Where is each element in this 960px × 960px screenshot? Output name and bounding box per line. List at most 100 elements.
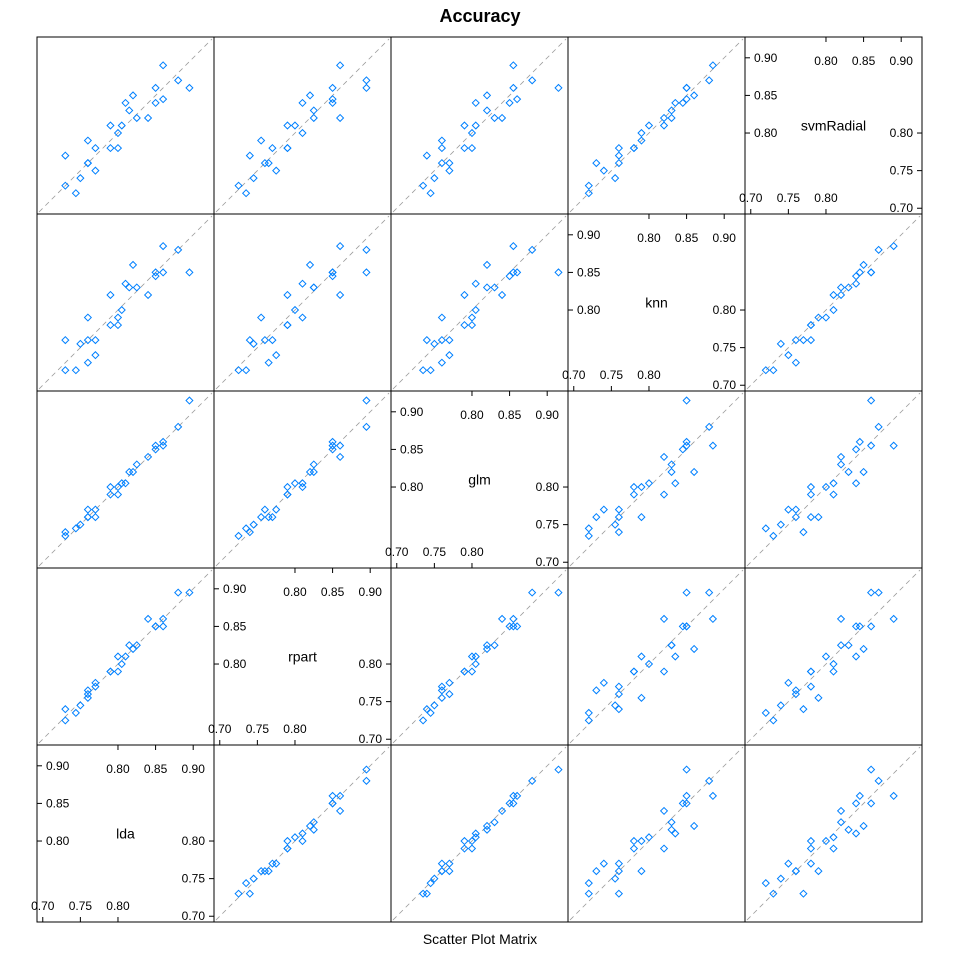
tick-label: 0.90: [713, 231, 737, 245]
data-point: [682, 588, 691, 597]
reference-line: [746, 569, 921, 744]
data-point: [61, 531, 70, 541]
data-point: [592, 513, 601, 522]
panel-rpart-vs-rpart: rpart 0.80 0.85 0.90 0.80 0.85 0.90 0.70 0.75 0.8…: [208, 567, 392, 746]
data-point: [867, 799, 876, 808]
data-point: [867, 622, 876, 631]
data-point: [482, 641, 492, 650]
reference-line: [215, 38, 390, 213]
data-point: [61, 336, 70, 345]
data-point: [113, 652, 123, 661]
panel-glm-vs-svmRadial: [390, 36, 569, 215]
data-point: [437, 686, 446, 695]
data-point: [644, 121, 654, 130]
panel-svmRadial-vs-knn: [744, 213, 923, 392]
data-point: [776, 520, 785, 529]
data-point: [799, 528, 808, 537]
data-point: [554, 83, 563, 92]
data-point: [298, 836, 307, 846]
tick-label: 0.75: [423, 545, 447, 559]
data-point: [599, 505, 608, 514]
data-point: [509, 791, 518, 800]
data-point: [671, 479, 680, 488]
data-point: [490, 283, 499, 292]
tick-label: 0.70: [385, 545, 409, 559]
data-point: [362, 83, 371, 92]
data-point: [791, 336, 800, 345]
tick-label: 0.80: [106, 899, 130, 913]
panel-border: [744, 744, 923, 923]
data-point: [426, 189, 435, 198]
data-point: [328, 98, 337, 108]
variable-label: svmRadial: [801, 118, 866, 134]
data-point: [836, 614, 846, 623]
data-point: [336, 113, 345, 123]
data-point: [336, 452, 345, 462]
data-point: [283, 320, 292, 330]
data-point: [362, 268, 371, 277]
data-point: [690, 467, 699, 477]
data-point: [791, 505, 800, 514]
data-point: [106, 320, 115, 330]
panel-rpart-vs-svmRadial: [213, 36, 392, 215]
data-point: [159, 95, 168, 104]
tick-label: 0.80: [713, 303, 737, 317]
data-point: [667, 467, 676, 477]
data-point: [851, 445, 861, 454]
data-point: [584, 531, 593, 541]
data-point: [159, 622, 168, 631]
reference-line: [569, 569, 744, 744]
tick-label: 0.85: [46, 796, 70, 810]
data-point: [128, 644, 138, 654]
data-point: [690, 821, 699, 831]
data-point: [61, 705, 70, 714]
data-point: [637, 693, 646, 702]
tick-label: 0.75: [777, 191, 801, 205]
data-point: [509, 622, 518, 631]
data-point: [836, 641, 846, 650]
tick-label: 0.80: [814, 54, 838, 68]
data-point: [437, 358, 446, 367]
tick-label: 0.70: [890, 201, 914, 215]
data-point: [71, 708, 80, 718]
data-point: [791, 690, 800, 699]
data-point: [509, 61, 518, 70]
data-point: [61, 181, 70, 190]
reference-line: [746, 746, 921, 921]
data-point: [283, 320, 292, 330]
data-point: [430, 874, 439, 883]
data-point: [806, 682, 816, 691]
data-point: [497, 290, 507, 300]
data-point: [309, 106, 318, 115]
data-point: [61, 151, 70, 160]
data-point: [659, 121, 669, 130]
data-point: [264, 358, 273, 367]
panel-lda-vs-svmRadial: [36, 36, 215, 215]
data-point: [245, 889, 254, 898]
data-point: [528, 245, 537, 254]
data-point: [174, 588, 183, 597]
data-point: [614, 151, 623, 160]
data-point: [283, 290, 292, 300]
data-point: [505, 98, 514, 108]
data-point: [592, 686, 601, 695]
data-point: [659, 490, 669, 499]
tick-label: 0.80: [814, 191, 838, 205]
data-point: [776, 874, 785, 883]
data-point: [659, 452, 669, 462]
data-point: [83, 693, 92, 702]
data-point: [151, 98, 160, 108]
chart-title: Accuracy: [439, 6, 520, 26]
data-point: [629, 844, 639, 853]
data-point: [309, 283, 318, 292]
data-point: [528, 76, 537, 85]
data-point: [761, 366, 770, 375]
data-point: [336, 61, 345, 70]
data-point: [806, 320, 816, 330]
data-point: [272, 351, 281, 360]
data-point: [471, 98, 480, 108]
tick-label: 0.70: [562, 368, 586, 382]
tick-label: 0.90: [182, 762, 206, 776]
data-point: [249, 520, 258, 529]
tick-label: 0.80: [536, 480, 560, 494]
